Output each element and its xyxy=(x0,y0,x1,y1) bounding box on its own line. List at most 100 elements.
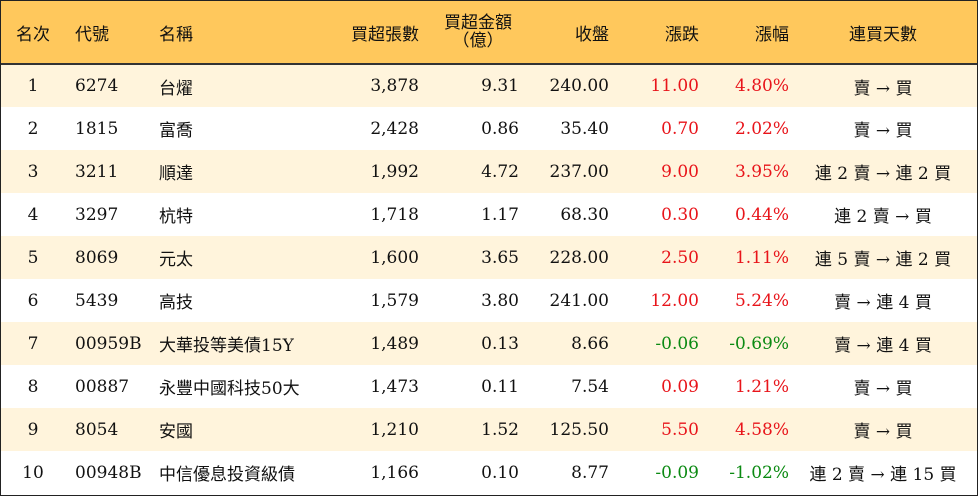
cell-net-buy-amount: 4.72 xyxy=(481,161,519,182)
cell-change: 2.50 xyxy=(661,247,699,268)
cell-change: 0.09 xyxy=(661,376,699,397)
cell-change-pct: 2.02% xyxy=(734,118,789,139)
cell-change-pct: -1.02% xyxy=(729,462,789,483)
header-net-buy-amount-line2: （億） xyxy=(452,31,504,51)
cell-streak: 賣 → 買 xyxy=(853,121,913,141)
cell-rank: 10 xyxy=(22,462,44,483)
cell-name: 富喬 xyxy=(159,121,193,141)
cell-code: 8069 xyxy=(75,247,119,268)
cell-code: 3211 xyxy=(75,161,119,182)
cell-net-buy-lots: 1,579 xyxy=(370,290,419,311)
cell-close: 237.00 xyxy=(549,161,609,182)
cell-rank: 3 xyxy=(27,161,39,182)
cell-rank: 6 xyxy=(27,290,39,311)
cell-code: 00887 xyxy=(75,376,130,397)
cell-close: 240.00 xyxy=(549,76,609,96)
cell-net-buy-lots: 2,428 xyxy=(370,118,419,139)
header-change-pct: 漲幅 xyxy=(699,1,789,65)
cell-close: 241.00 xyxy=(549,290,609,311)
cell-streak: 連 2 賣 → 連 2 買 xyxy=(814,164,952,184)
header-change: 漲跌 xyxy=(609,1,699,65)
cell-rank: 8 xyxy=(27,376,39,397)
cell-streak: 連 2 賣 → 連 15 買 xyxy=(809,465,957,485)
cell-net-buy-lots: 1,600 xyxy=(370,247,419,268)
cell-net-buy-amount: 3.65 xyxy=(481,247,519,268)
cell-code: 00948B xyxy=(75,462,142,483)
cell-name: 大華投等美債15Y xyxy=(159,336,294,356)
cell-change: 0.30 xyxy=(661,204,699,225)
cell-change: 0.70 xyxy=(661,118,699,139)
cell-code: 6274 xyxy=(75,76,119,96)
table-row[interactable]: 1 6274 台燿 3,878 9.31 240.00 11.00 4.80% 賣 → 買 xyxy=(1,64,977,107)
table-row[interactable]: 2 1815 富喬 2,428 0.86 35.40 0.70 2.02% 賣 → 買 xyxy=(1,107,977,150)
cell-rank: 2 xyxy=(27,118,39,139)
header-streak: 連買天數 xyxy=(789,1,977,65)
cell-close: 8.77 xyxy=(571,462,609,483)
cell-close: 68.30 xyxy=(560,204,609,225)
cell-change-pct: -0.69% xyxy=(729,333,789,354)
cell-net-buy-lots: 3,878 xyxy=(370,76,419,96)
cell-streak: 連 2 賣 → 買 xyxy=(834,207,932,227)
table-row[interactable]: 6 5439 高技 1,579 3.80 241.00 12.00 5.24% 賣 → 連 4 … xyxy=(1,279,977,322)
cell-net-buy-lots: 1,489 xyxy=(370,333,419,354)
table-row[interactable]: 3 3211 順達 1,992 4.72 237.00 9.00 3.95% 連 2 賣 → 連… xyxy=(1,150,977,193)
table-row[interactable]: 8 00887 永豐中國科技50大 1,473 0.11 7.54 0.09 1.21% 賣 →… xyxy=(1,365,977,408)
cell-net-buy-amount: 0.86 xyxy=(481,118,519,139)
cell-code: 1815 xyxy=(75,118,119,139)
table-row[interactable]: 9 8054 安國 1,210 1.52 125.50 5.50 4.58% 賣 → 買 xyxy=(1,408,977,451)
cell-close: 35.40 xyxy=(560,118,609,139)
cell-change-pct: 5.24% xyxy=(734,290,789,311)
cell-close: 228.00 xyxy=(549,247,609,268)
table-row[interactable]: 10 00948B 中信優息投資級債 1,166 0.10 8.77 -0.09 -1.02%… xyxy=(1,451,977,494)
cell-code: 00959B xyxy=(75,333,142,354)
cell-net-buy-lots: 1,166 xyxy=(370,462,419,483)
cell-name: 高技 xyxy=(159,293,193,313)
table-body: 1 6274 台燿 3,878 9.31 240.00 11.00 4.80% 賣 → 買 2 18… xyxy=(1,64,977,494)
cell-change-pct: 4.80% xyxy=(734,76,789,96)
cell-change-pct: 1.21% xyxy=(734,376,789,397)
cell-code: 3297 xyxy=(75,204,119,225)
cell-rank: 4 xyxy=(27,204,39,225)
table-row[interactable]: 5 8069 元太 1,600 3.65 228.00 2.50 1.11% 連 5 賣 → 連… xyxy=(1,236,977,279)
cell-net-buy-amount: 1.17 xyxy=(481,204,519,225)
cell-name: 元太 xyxy=(159,250,193,270)
cell-change: -0.09 xyxy=(655,462,699,483)
cell-net-buy-amount: 0.10 xyxy=(481,462,519,483)
header-net-buy-amount: 買超金額 （億） xyxy=(419,1,519,65)
cell-name: 順達 xyxy=(159,164,193,184)
cell-change-pct: 3.95% xyxy=(734,161,789,182)
cell-change: 9.00 xyxy=(661,161,699,182)
cell-change: 12.00 xyxy=(650,290,699,311)
cell-streak: 連 5 賣 → 連 2 買 xyxy=(814,250,952,270)
cell-code: 8054 xyxy=(75,419,119,440)
cell-name: 安國 xyxy=(159,422,193,442)
cell-net-buy-lots: 1,992 xyxy=(370,161,419,182)
cell-streak: 賣 → 買 xyxy=(853,422,913,442)
cell-net-buy-amount: 9.31 xyxy=(481,76,519,96)
cell-streak: 賣 → 連 4 買 xyxy=(834,336,932,356)
cell-net-buy-amount: 3.80 xyxy=(481,290,519,311)
header-code: 代號 xyxy=(65,1,149,65)
cell-rank: 1 xyxy=(27,76,39,96)
header-close: 收盤 xyxy=(519,1,609,65)
cell-name: 永豐中國科技50大 xyxy=(159,379,300,399)
cell-change-pct: 1.11% xyxy=(734,247,789,268)
table-row[interactable]: 7 00959B 大華投等美債15Y 1,489 0.13 8.66 -0.06 -0.69%… xyxy=(1,322,977,365)
table-row[interactable]: 4 3297 杭特 1,718 1.17 68.30 0.30 0.44% 連 2 賣 → 買 xyxy=(1,193,977,236)
cell-name: 台燿 xyxy=(159,78,193,99)
cell-change: 11.00 xyxy=(650,76,699,96)
cell-net-buy-lots: 1,210 xyxy=(370,419,419,440)
cell-change: 5.50 xyxy=(661,419,699,440)
cell-rank: 7 xyxy=(27,333,39,354)
cell-close: 125.50 xyxy=(549,419,609,440)
cell-net-buy-amount: 0.11 xyxy=(481,376,519,397)
cell-streak: 賣 → 連 4 買 xyxy=(834,293,932,313)
cell-streak: 賣 → 買 xyxy=(853,379,913,399)
cell-change: -0.06 xyxy=(655,333,699,354)
cell-change-pct: 0.44% xyxy=(734,204,789,225)
header-name: 名稱 xyxy=(149,1,324,65)
cell-net-buy-lots: 1,473 xyxy=(370,376,419,397)
cell-streak: 賣 → 買 xyxy=(853,78,913,99)
